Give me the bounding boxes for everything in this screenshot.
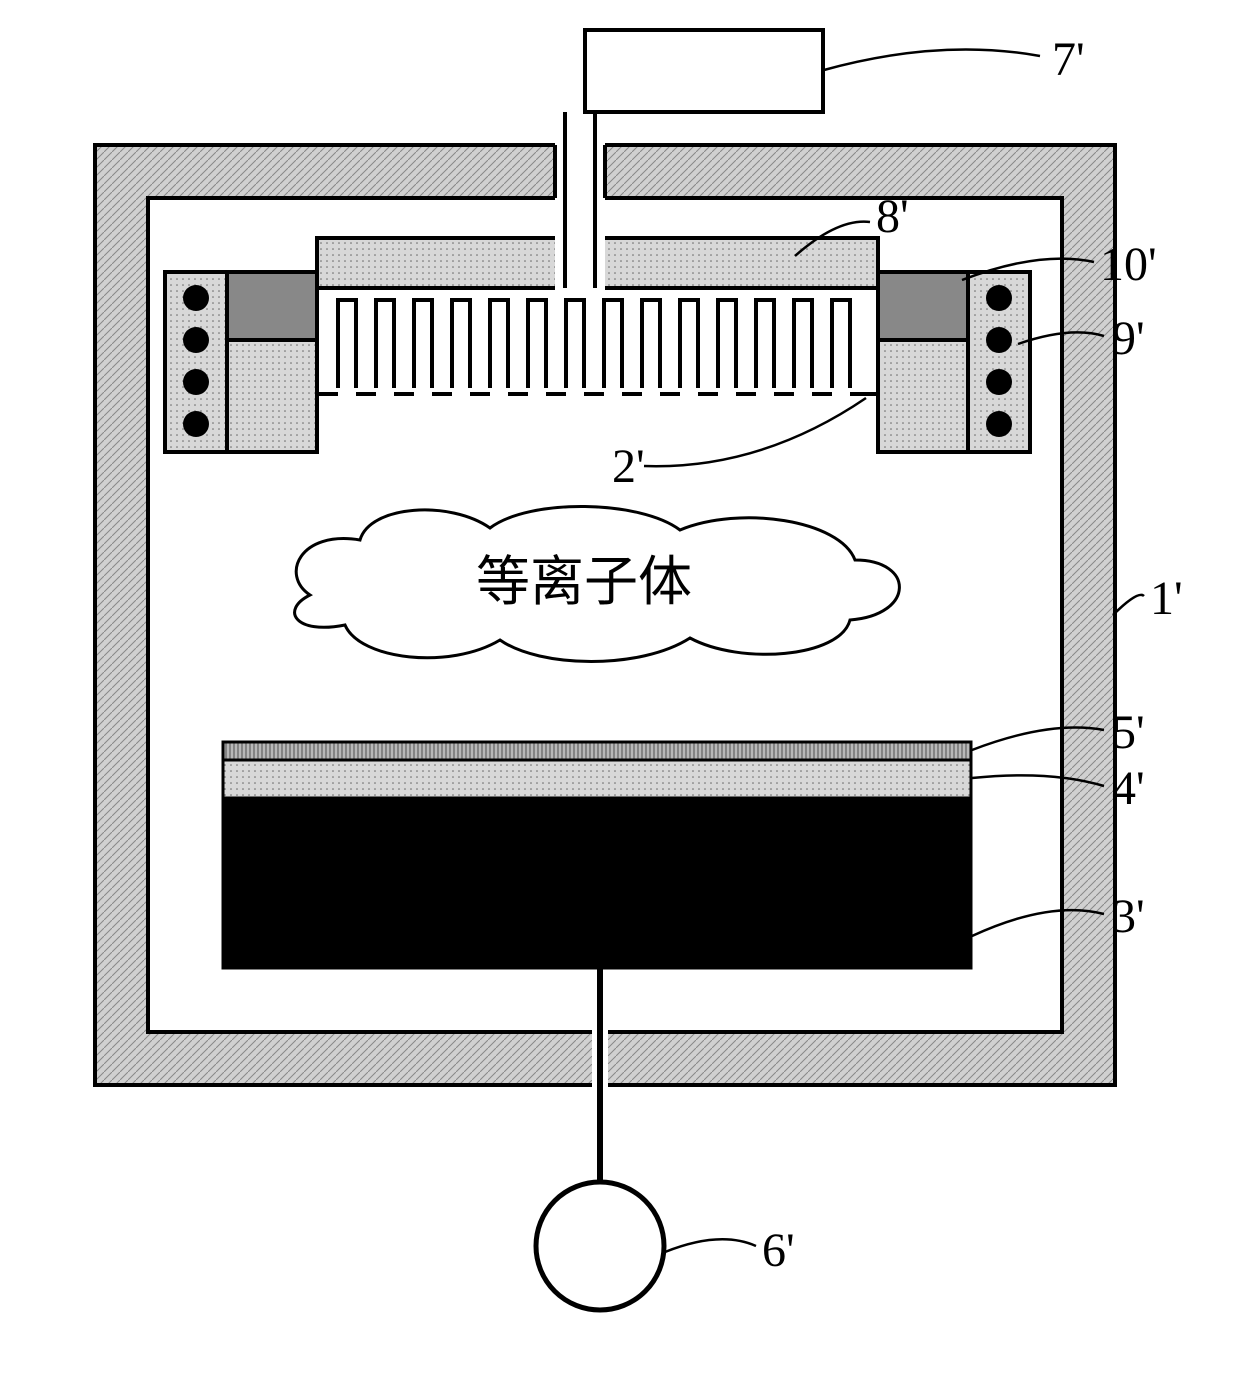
left-light-plate bbox=[227, 340, 317, 452]
label-3: 3' bbox=[1112, 890, 1145, 943]
label-9: 9' bbox=[1112, 312, 1145, 365]
chuck-layer bbox=[223, 760, 971, 798]
gas-source-box bbox=[585, 30, 823, 112]
diagram-svg: 等离子体 7' 8' 10' 9' 2' 1' 5' 4' 3' 6' bbox=[0, 0, 1240, 1397]
label-4: 4' bbox=[1112, 762, 1145, 815]
base-block bbox=[223, 798, 971, 968]
label-5: 5' bbox=[1112, 706, 1145, 759]
label-2: 2' bbox=[612, 440, 645, 493]
label-10: 10' bbox=[1100, 238, 1157, 291]
left-dark-plate bbox=[227, 272, 317, 340]
label-6: 6' bbox=[762, 1224, 795, 1277]
power-supply bbox=[536, 1182, 664, 1310]
label-7: 7' bbox=[1052, 33, 1085, 86]
wafer-layer bbox=[223, 742, 971, 760]
label-8: 8' bbox=[876, 190, 909, 243]
plasma-chamber-diagram: 等离子体 7' 8' 10' 9' 2' 1' 5' 4' 3' 6' bbox=[0, 0, 1240, 1397]
plasma-label: 等离子体 bbox=[476, 552, 692, 612]
right-light-plate bbox=[878, 340, 968, 452]
label-1: 1' bbox=[1150, 572, 1183, 625]
right-dark-plate bbox=[878, 272, 968, 340]
